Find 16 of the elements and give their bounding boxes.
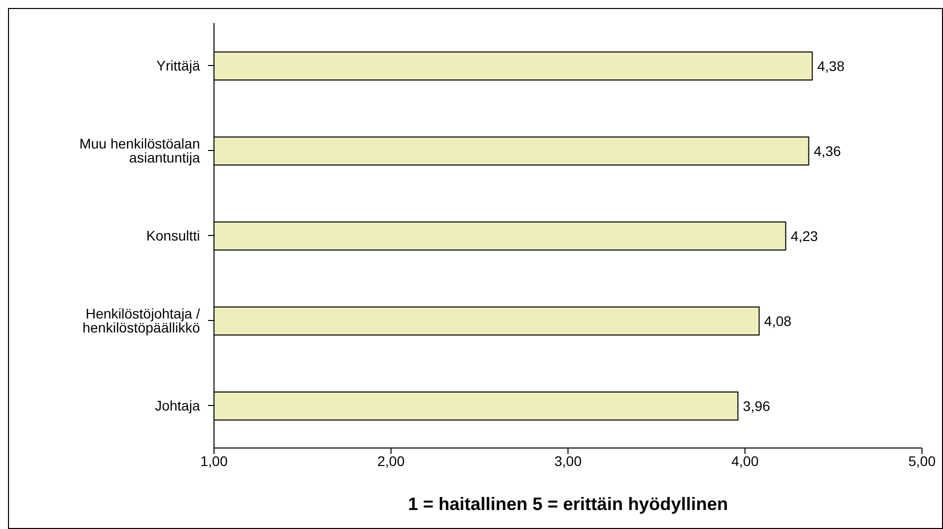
data-label: 4,36	[814, 142, 842, 159]
y-tick-label: Yrittäjä	[156, 57, 200, 74]
y-tick-label: Henkilöstöjohtaja / henkilöstöpäällikkö	[82, 305, 200, 336]
x-tick-label: 2,00	[377, 452, 405, 469]
x-axis-title: 1 = haitallinen 5 = erittäin hyödyllinen	[408, 494, 728, 514]
data-label: 4,23	[790, 228, 818, 244]
x-tick-label: 4,00	[731, 452, 759, 469]
y-tick-label: Johtaja	[154, 397, 200, 414]
y-tick-label: Konsultti	[146, 227, 200, 244]
x-tick-label: 5,00	[908, 452, 936, 469]
y-tick-label: Muu henkilöstöalan asiantuntija	[79, 135, 200, 166]
data-label: 4,08	[764, 312, 792, 329]
data-label: 3,96	[742, 398, 770, 414]
x-tick-label: 1,00	[200, 452, 228, 469]
data-label: 4,38	[817, 58, 845, 74]
x-tick-label: 3,00	[554, 452, 582, 469]
